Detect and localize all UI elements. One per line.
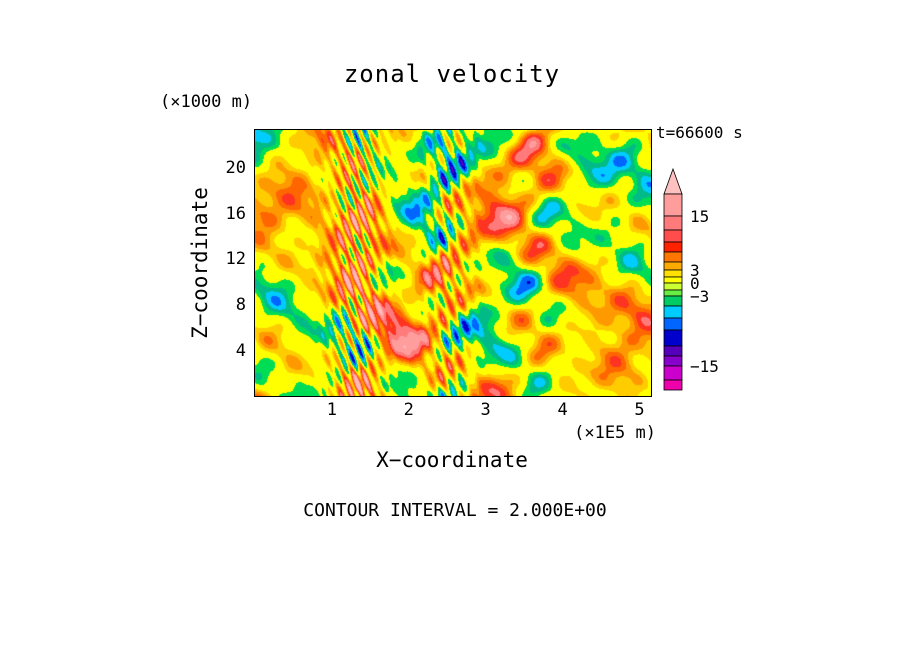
y-tick-label: 20 — [225, 157, 246, 178]
x-axis-label: X−coordinate — [376, 448, 528, 472]
colorbar-tick-label: −15 — [690, 357, 719, 376]
colorbar-tick-label: 0 — [690, 274, 700, 293]
plot-area — [254, 129, 652, 397]
colorbar-arrow — [663, 167, 683, 195]
time-annotation: t=66600 s — [656, 123, 743, 142]
contour-field-canvas — [255, 130, 651, 396]
x-tick-label: 5 — [634, 400, 645, 420]
x-tick-label: 2 — [403, 400, 414, 420]
x-tick-label: 3 — [480, 400, 491, 420]
y-tick-label: 12 — [225, 249, 246, 270]
y-axis-unit-label: (×1000 m) — [160, 92, 253, 112]
colorbar-tick-label: 3 — [690, 261, 700, 280]
x-axis-unit-label: (×1E5 m) — [574, 423, 656, 443]
y-tick-label: 16 — [225, 203, 246, 224]
colorbar-tick-label: 15 — [690, 207, 710, 226]
colorbar: 15 3 0 −3 −15 — [662, 167, 742, 408]
chart-title: zonal velocity — [343, 60, 561, 88]
y-tick-label: 4 — [235, 341, 246, 362]
x-tick-label: 1 — [326, 400, 338, 420]
colorbar-tick-label: −3 — [690, 287, 710, 306]
contour-interval-text: CONTOUR INTERVAL = 2.000E+00 — [303, 500, 607, 521]
x-tick-label: 4 — [557, 400, 568, 420]
colorbar-svg — [663, 167, 683, 391]
y-tick-label: 8 — [235, 295, 246, 316]
